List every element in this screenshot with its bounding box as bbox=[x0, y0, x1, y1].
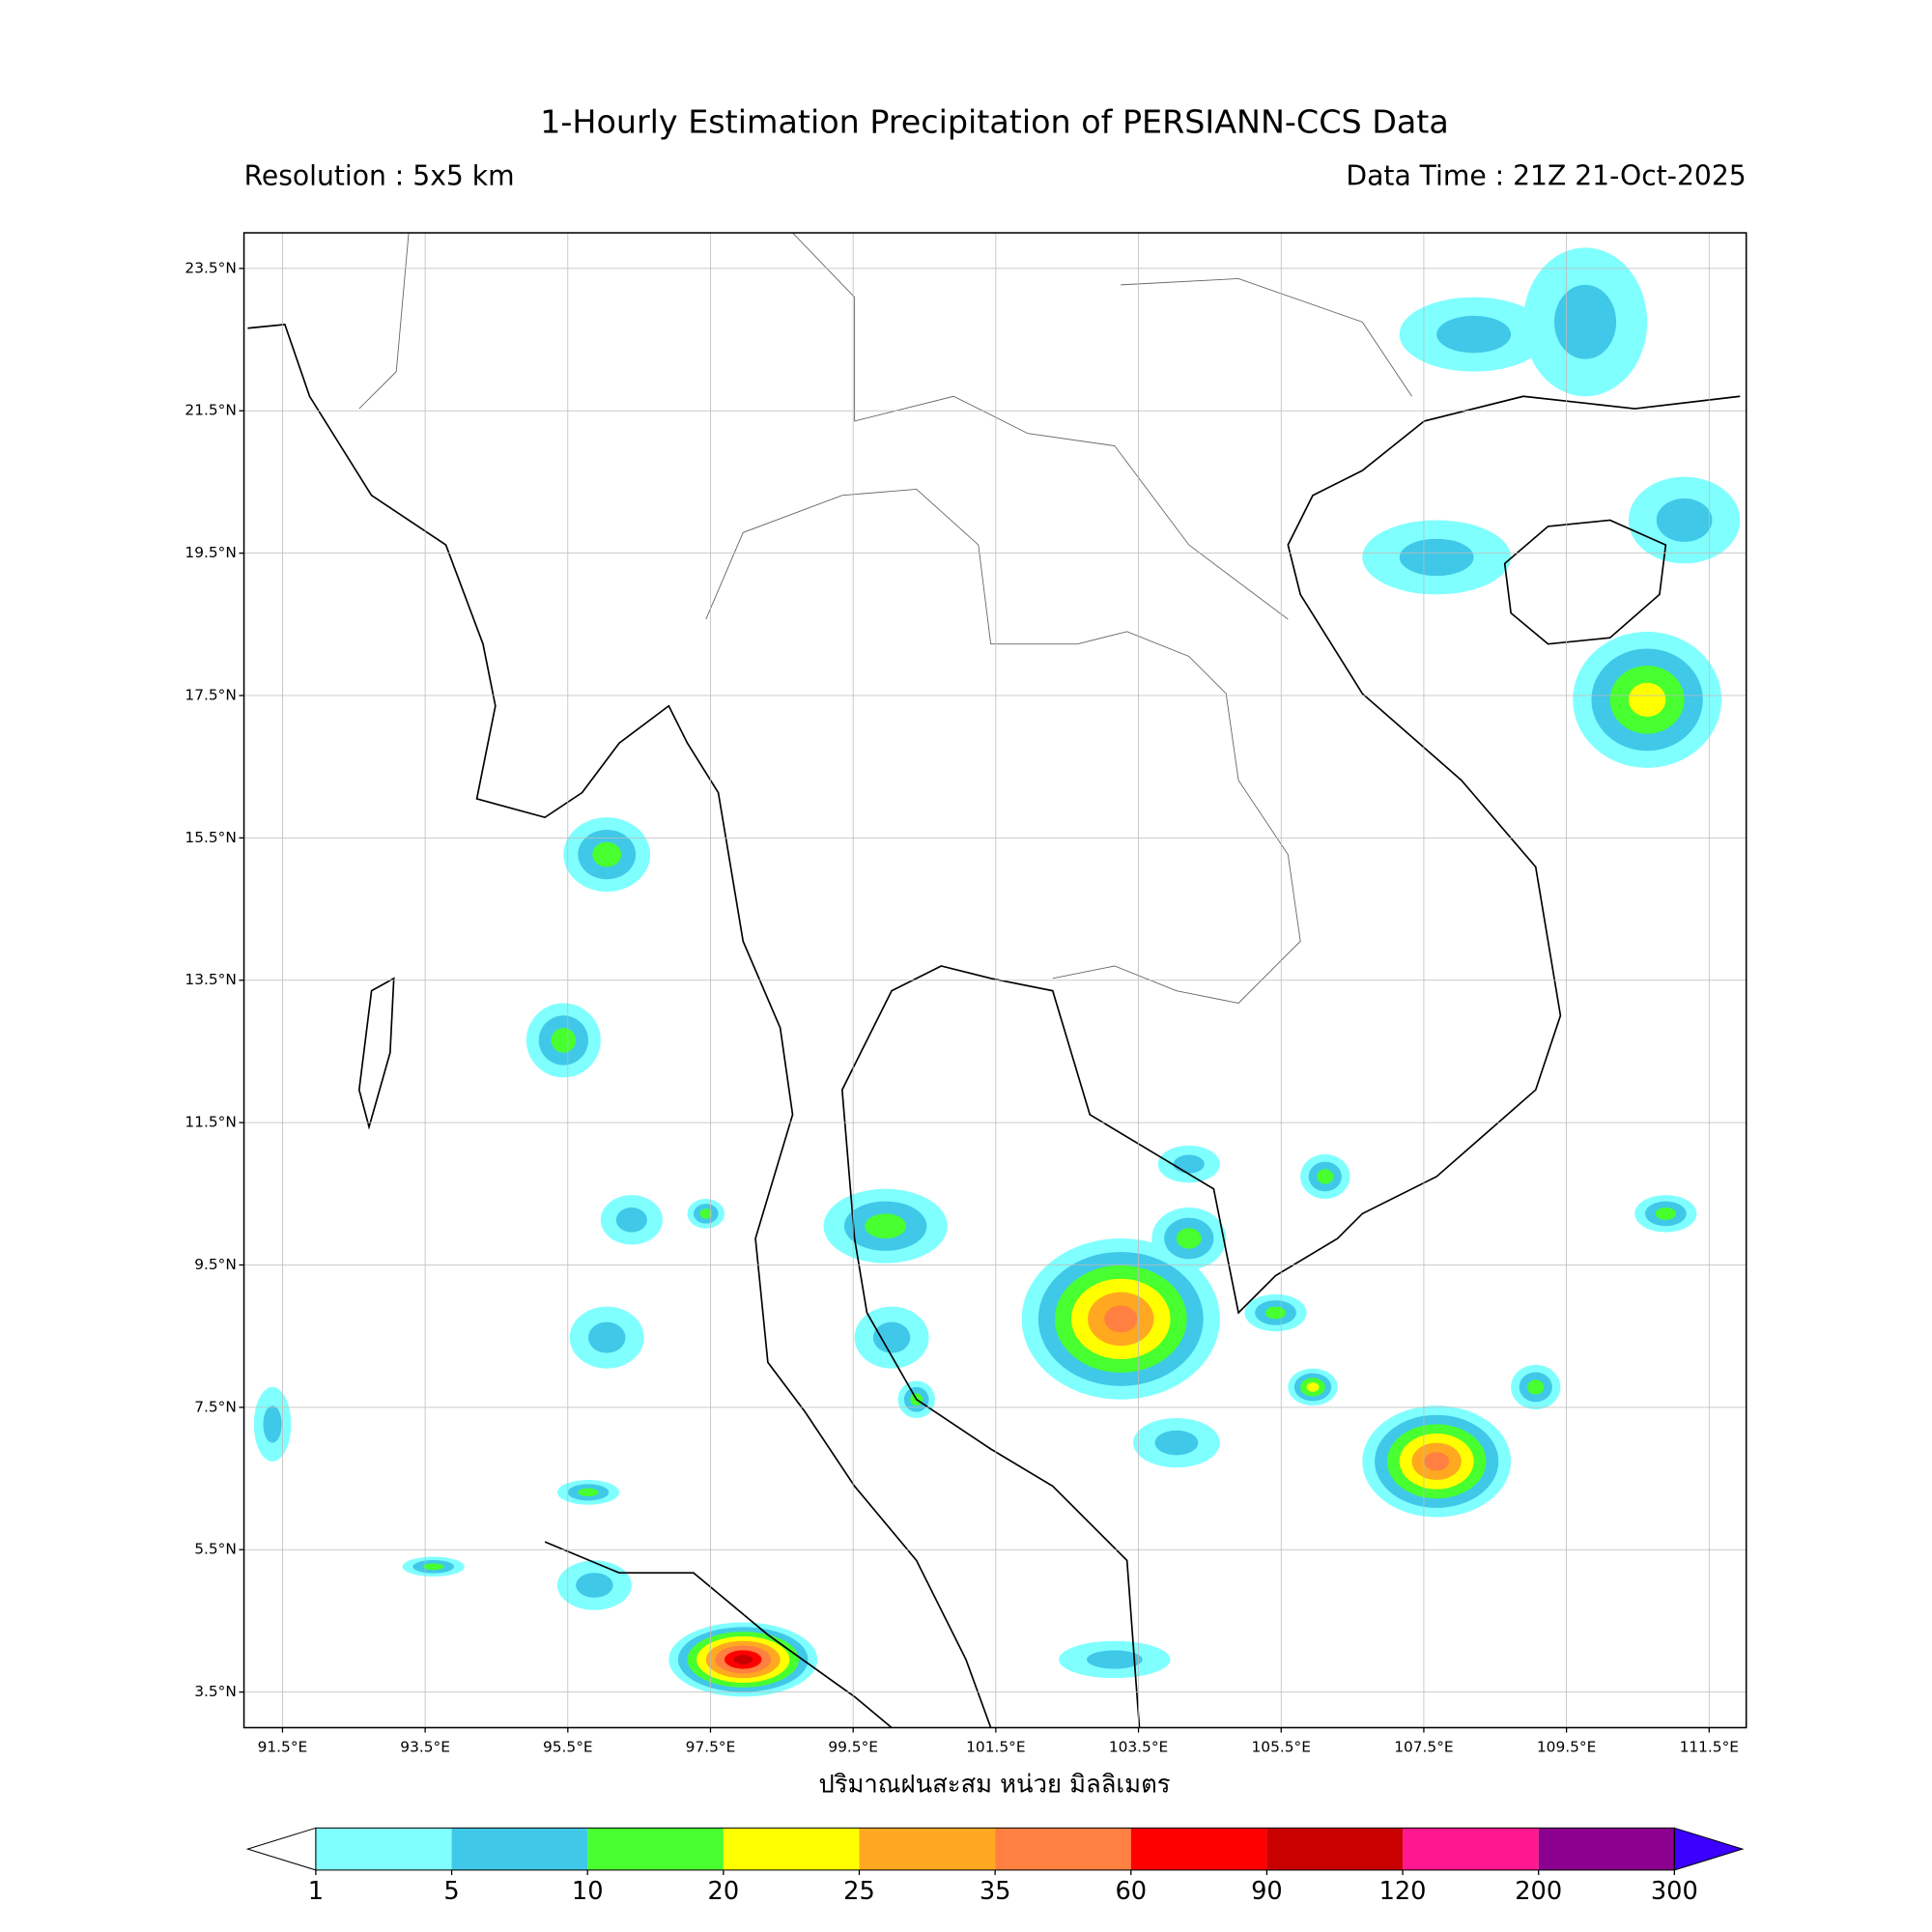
x-tick-label: 109.5°E bbox=[1537, 1738, 1596, 1755]
rain-cell bbox=[1264, 1306, 1287, 1320]
x-tick-label: 99.5°E bbox=[828, 1738, 878, 1755]
colorbar-swatch bbox=[859, 1828, 996, 1870]
map bbox=[243, 233, 1747, 1728]
rain-cell bbox=[1553, 284, 1617, 359]
rain-cell bbox=[1527, 1379, 1545, 1395]
rain-cell bbox=[699, 1208, 713, 1219]
x-tick-label: 93.5°E bbox=[400, 1738, 450, 1755]
y-tick-label: 15.5°N bbox=[185, 829, 236, 846]
data-time: Data Time : 21Z 21-Oct-2025 bbox=[1346, 159, 1746, 191]
rain-cell bbox=[1306, 1382, 1320, 1392]
rain-cell bbox=[423, 1563, 444, 1571]
rain-cell bbox=[587, 1321, 626, 1353]
y-tick-label: 7.5°N bbox=[194, 1398, 237, 1415]
colorbar-label: 25 bbox=[843, 1877, 875, 1906]
rain-cell bbox=[1317, 1169, 1334, 1184]
rain-cell bbox=[1424, 1452, 1449, 1471]
y-tick-label: 23.5°N bbox=[185, 259, 236, 276]
colorbar-label: 35 bbox=[980, 1877, 1011, 1906]
rain-cell bbox=[733, 1655, 753, 1664]
rain-cell bbox=[1154, 1430, 1199, 1456]
rain-cell bbox=[1104, 1305, 1138, 1333]
coastline bbox=[247, 324, 992, 1728]
colorbar-swatch bbox=[587, 1828, 724, 1870]
rain-cell bbox=[1087, 1650, 1143, 1669]
colorbar-label: 120 bbox=[1379, 1877, 1427, 1906]
colorbar-swatch bbox=[1403, 1828, 1539, 1870]
y-tick-label: 21.5°N bbox=[185, 402, 236, 419]
island bbox=[1503, 519, 1667, 645]
island bbox=[357, 977, 395, 1130]
rain-cell bbox=[1436, 315, 1512, 354]
y-tick-label: 3.5°N bbox=[194, 1683, 237, 1700]
rain-cell bbox=[865, 1213, 907, 1239]
y-tick-label: 19.5°N bbox=[185, 544, 236, 561]
colorbar-swatch bbox=[723, 1828, 860, 1870]
colorbar-label: 10 bbox=[572, 1877, 604, 1906]
colorbar-swatch bbox=[1266, 1828, 1404, 1870]
y-tick-label: 11.5°N bbox=[185, 1114, 236, 1131]
rain-cell bbox=[1656, 498, 1713, 542]
rain-cell bbox=[1655, 1208, 1677, 1220]
x-tick-label: 97.5°E bbox=[686, 1738, 736, 1755]
colorbar-label: 90 bbox=[1251, 1877, 1283, 1906]
rain-layer bbox=[253, 247, 1741, 1697]
colorbar-swatch bbox=[1538, 1828, 1675, 1870]
colorbar-over bbox=[1673, 1827, 1745, 1871]
coastline bbox=[840, 395, 1741, 1728]
rain-cell bbox=[1628, 682, 1666, 717]
colorbar-label: 5 bbox=[443, 1877, 459, 1906]
rain-cell bbox=[578, 1488, 599, 1497]
coastline bbox=[544, 1541, 893, 1728]
x-label: ปริมาณฝนสะสม หน่วย มิลลิเมตร bbox=[818, 1771, 1170, 1800]
y-tick-label: 9.5°N bbox=[194, 1256, 237, 1273]
colorbar-swatch bbox=[315, 1828, 452, 1870]
x-tick-label: 91.5°E bbox=[258, 1738, 308, 1755]
colorbar-swatch bbox=[451, 1828, 588, 1870]
colorbar-label: 1 bbox=[308, 1877, 324, 1906]
colorbar-label: 200 bbox=[1515, 1877, 1562, 1906]
rain-cell bbox=[263, 1406, 282, 1443]
rain-cell bbox=[551, 1028, 577, 1053]
rain-cell bbox=[576, 1573, 613, 1598]
colorbar-label: 20 bbox=[708, 1877, 740, 1906]
x-tick-label: 111.5°E bbox=[1680, 1738, 1739, 1755]
y-tick-label: 17.5°N bbox=[185, 686, 236, 703]
rain-cell bbox=[1176, 1228, 1202, 1249]
y-tick-label: 5.5°N bbox=[194, 1541, 237, 1558]
x-tick-label: 105.5°E bbox=[1252, 1738, 1311, 1755]
resolution: Resolution : 5x5 km bbox=[244, 159, 515, 191]
rain-cell bbox=[615, 1208, 647, 1233]
border bbox=[358, 233, 1412, 1004]
rain-cell bbox=[1173, 1154, 1205, 1174]
x-tick-label: 95.5°E bbox=[543, 1738, 593, 1755]
colorbar-swatch bbox=[1130, 1828, 1267, 1870]
colorbar-label: 60 bbox=[1115, 1877, 1147, 1906]
colorbar-swatch bbox=[995, 1828, 1131, 1870]
y-tick-label: 13.5°N bbox=[185, 971, 236, 988]
colorbar-under bbox=[245, 1827, 317, 1871]
rain-cell bbox=[592, 841, 622, 867]
rain-cell bbox=[1399, 538, 1474, 577]
rain-cell bbox=[872, 1321, 911, 1353]
title: 1-Hourly Estimation Precipitation of PER… bbox=[540, 103, 1449, 141]
x-tick-label: 107.5°E bbox=[1394, 1738, 1453, 1755]
colorbar-label: 300 bbox=[1651, 1877, 1698, 1906]
x-tick-label: 103.5°E bbox=[1109, 1738, 1168, 1755]
x-tick-label: 101.5°E bbox=[966, 1738, 1025, 1755]
